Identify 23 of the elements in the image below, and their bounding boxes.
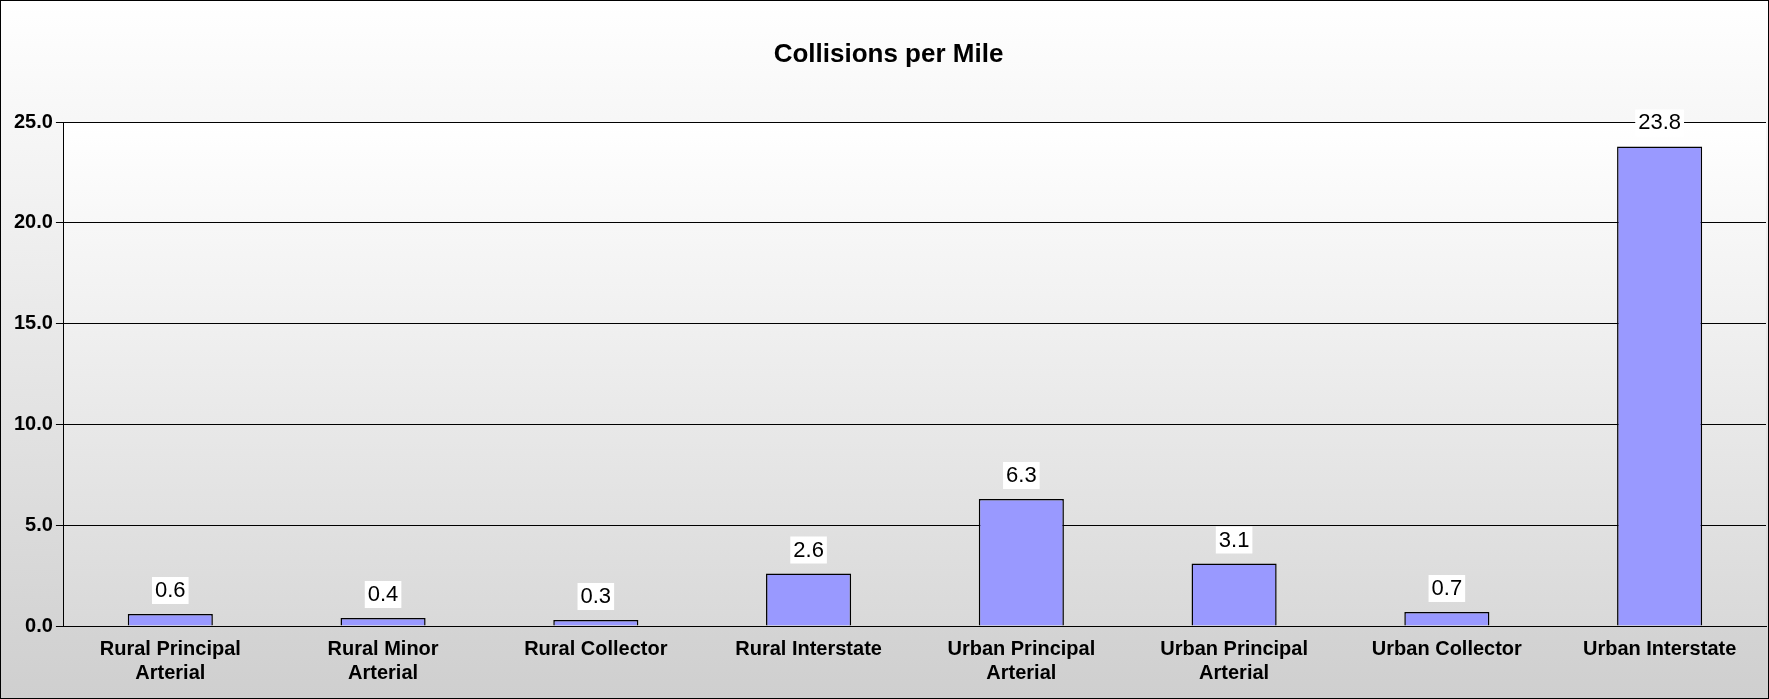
data-label: 3.1 <box>1218 526 1250 552</box>
y-tick-label: 0.0 <box>25 613 53 636</box>
x-tick-label: Urban Interstate <box>1582 636 1737 659</box>
data-label: 0.4 <box>367 581 399 606</box>
data-label: 0.7 <box>1431 574 1463 600</box>
y-tick-label: 20.0 <box>13 210 53 233</box>
x-tick-label: Urban Collector <box>1371 636 1523 659</box>
y-tick-label: 25.0 <box>13 109 53 132</box>
data-label: 2.6 <box>793 536 824 562</box>
x-tick-label: Rural Minor Arterial <box>327 636 439 683</box>
data-label: 0.6 <box>155 576 186 602</box>
data-label: 0.3 <box>580 583 612 609</box>
x-tick-label: Urban Principal Arterial <box>947 636 1096 683</box>
chart-title: Collisions per Mile <box>773 37 1004 68</box>
x-tick-label: Urban Principal Arterial <box>1160 636 1309 683</box>
x-tick-label: Rural Interstate <box>735 636 882 659</box>
data-label: 23.8 <box>1638 109 1682 135</box>
y-tick-label: 15.0 <box>13 311 53 334</box>
y-tick-label: 10.0 <box>13 412 53 434</box>
x-tick-label: Rural Collector <box>524 636 668 659</box>
x-tick-label: Rural Principal Arterial <box>99 636 241 683</box>
data-label: 6.3 <box>1006 462 1037 488</box>
y-tick-label: 5.0 <box>25 512 53 535</box>
